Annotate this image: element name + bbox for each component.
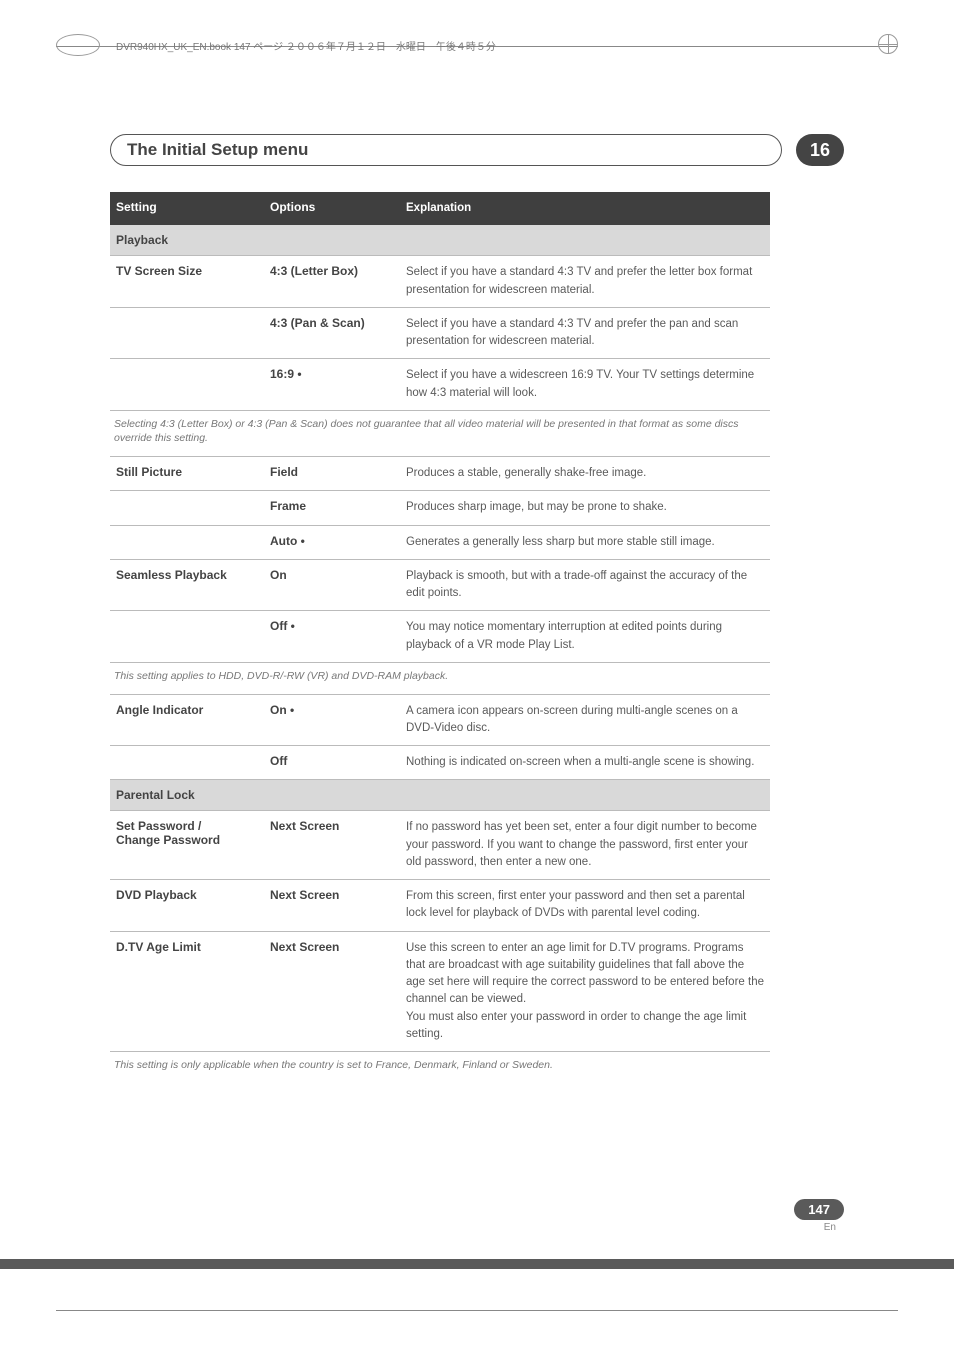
page-footer: 147 En — [794, 1199, 844, 1233]
section-playback: Playback — [110, 225, 770, 256]
table-row: Auto • Generates a generally less sharp … — [110, 526, 770, 560]
table-header-row: Setting Options Explanation — [110, 192, 770, 225]
cell-option: Field — [270, 465, 406, 482]
cell-explanation: A camera icon appears on-screen during m… — [406, 703, 764, 738]
cell-option: Next Screen — [270, 819, 406, 871]
cell-setting-line2: Change Password — [116, 833, 220, 847]
th-explanation: Explanation — [406, 200, 764, 217]
registration-mark — [878, 34, 898, 54]
corner-ornament — [56, 34, 100, 56]
cell-option: 4:3 (Pan & Scan) — [270, 316, 406, 351]
table-row: DVD Playback Next Screen From this scree… — [110, 880, 770, 932]
cell-explanation: From this screen, first enter your passw… — [406, 888, 764, 923]
cell-option: Off • — [270, 619, 406, 654]
section-parental-lock: Parental Lock — [110, 780, 770, 811]
settings-table: Setting Options Explanation Playback TV … — [110, 192, 770, 1083]
cell-setting — [116, 754, 270, 771]
table-row: 16:9 • Select if you have a widescreen 1… — [110, 359, 770, 411]
cell-option: On • — [270, 703, 406, 738]
cell-setting: Angle Indicator — [116, 703, 270, 738]
section-label: Parental Lock — [116, 788, 195, 802]
cell-explanation: You may notice momentary interruption at… — [406, 619, 764, 654]
cell-setting: Still Picture — [116, 465, 270, 482]
cell-option: 4:3 (Letter Box) — [270, 264, 406, 299]
table-row: Off • You may notice momentary interrupt… — [110, 611, 770, 663]
table-row: Off Nothing is indicated on-screen when … — [110, 746, 770, 780]
cell-setting: D.TV Age Limit — [116, 940, 270, 1044]
chapter-number-badge: 16 — [796, 134, 844, 166]
table-row: D.TV Age Limit Next Screen Use this scre… — [110, 932, 770, 1053]
cell-setting — [116, 316, 270, 351]
note-line: Selecting 4:3 (Letter Box) or 4:3 (Pan &… — [110, 411, 770, 456]
cell-setting — [116, 619, 270, 654]
cell-setting: Set Password / Change Password — [116, 819, 270, 871]
cell-setting — [116, 499, 270, 516]
cell-option: Off — [270, 754, 406, 771]
cell-option: Next Screen — [270, 940, 406, 1044]
table-row: 4:3 (Pan & Scan) Select if you have a st… — [110, 308, 770, 360]
book-file-label: DVR940HX_UK_EN.book 147 ページ ２００６年７月１２日 水… — [116, 38, 496, 53]
cell-setting: Seamless Playback — [116, 568, 270, 603]
cell-option: Next Screen — [270, 888, 406, 923]
cell-explanation: Select if you have a standard 4:3 TV and… — [406, 316, 764, 351]
cell-explanation: Use this screen to enter an age limit fo… — [406, 940, 764, 1044]
cell-explanation: Produces a stable, generally shake-free … — [406, 465, 764, 482]
cell-explanation: If no password has yet been set, enter a… — [406, 819, 764, 871]
cell-explanation: Produces sharp image, but may be prone t… — [406, 499, 764, 516]
bottom-bar — [0, 1259, 954, 1269]
cell-explanation: Select if you have a widescreen 16:9 TV.… — [406, 367, 764, 402]
footer-rule — [56, 1310, 898, 1311]
note-line: This setting is only applicable when the… — [110, 1052, 770, 1083]
th-options: Options — [270, 200, 406, 217]
cell-setting: TV Screen Size — [116, 264, 270, 299]
page-number-badge: 147 — [794, 1199, 844, 1220]
cell-option: On — [270, 568, 406, 603]
cell-explanation: Select if you have a standard 4:3 TV and… — [406, 264, 764, 299]
note-line: This setting applies to HDD, DVD-R/-RW (… — [110, 663, 770, 694]
cell-setting — [116, 367, 270, 402]
cell-option: Frame — [270, 499, 406, 516]
table-row: TV Screen Size 4:3 (Letter Box) Select i… — [110, 256, 770, 308]
table-row: Set Password / Change Password Next Scre… — [110, 811, 770, 880]
cell-explanation: Generates a generally less sharp but mor… — [406, 534, 764, 551]
table-row: Angle Indicator On • A camera icon appea… — [110, 694, 770, 747]
cell-option: Auto • — [270, 534, 406, 551]
cell-explanation: Nothing is indicated on-screen when a mu… — [406, 754, 764, 771]
cell-option: 16:9 • — [270, 367, 406, 402]
cell-setting: DVD Playback — [116, 888, 270, 923]
th-setting: Setting — [116, 200, 270, 217]
table-row: Seamless Playback On Playback is smooth,… — [110, 560, 770, 612]
table-row: Still Picture Field Produces a stable, g… — [110, 456, 770, 491]
cell-setting — [116, 534, 270, 551]
title-row: The Initial Setup menu 16 — [110, 134, 844, 166]
table-row: Frame Produces sharp image, but may be p… — [110, 491, 770, 525]
language-label: En — [794, 1222, 844, 1233]
section-title: The Initial Setup menu — [110, 134, 782, 166]
cell-explanation: Playback is smooth, but with a trade-off… — [406, 568, 764, 603]
cell-setting-line1: Set Password / — [116, 819, 201, 833]
section-label: Playback — [116, 233, 270, 247]
